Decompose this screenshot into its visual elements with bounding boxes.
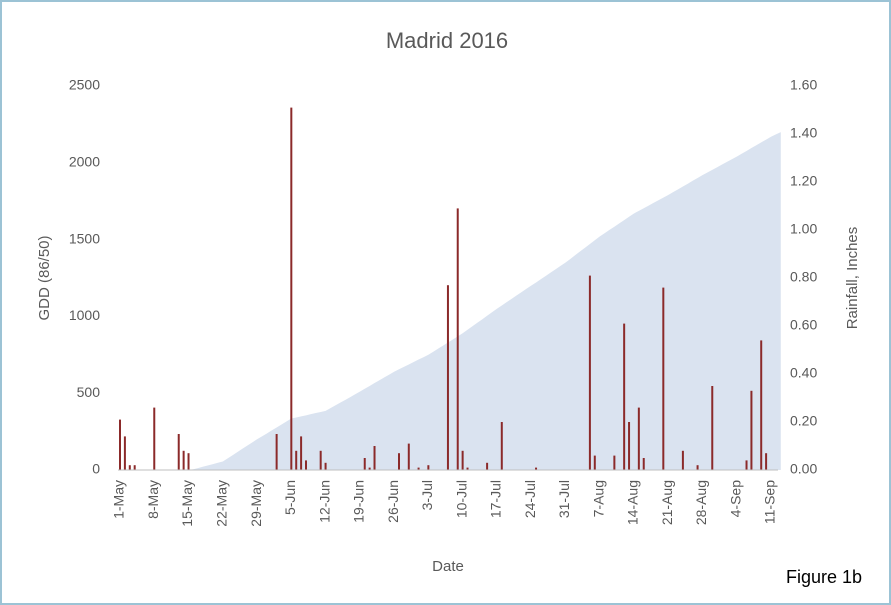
rainfall-bar <box>295 450 298 470</box>
rainfall-bar <box>613 455 616 470</box>
y-tick-label: 500 <box>77 384 101 400</box>
rainfall-bar <box>153 407 156 470</box>
x-tick-label: 12-Jun <box>316 480 332 523</box>
y2-tick-label: 1.00 <box>790 221 817 237</box>
rainfall-bar <box>177 434 180 470</box>
y-tick-label: 2500 <box>69 77 100 93</box>
x-tick-label: 19-Jun <box>351 480 367 523</box>
x-tick-label: 15-May <box>179 480 195 527</box>
rainfall-bar <box>446 285 449 470</box>
x-tick-label: 7-Aug <box>590 480 606 517</box>
x-tick-label: 10-Jul <box>453 480 469 518</box>
rainfall-bar <box>681 450 684 470</box>
plot-area <box>119 107 781 470</box>
x-tick-label: 8-May <box>145 480 161 519</box>
x-axis-label: Date <box>432 558 464 575</box>
x-tick-label: 29-May <box>248 480 264 527</box>
x-tick-label: 31-Jul <box>556 480 572 518</box>
rainfall-bar <box>623 323 626 470</box>
rainfall-bar <box>593 455 596 470</box>
rainfall-bar <box>637 407 640 470</box>
y2-tick-label: 0.20 <box>790 413 817 429</box>
y2-tick-label: 0.40 <box>790 365 817 381</box>
x-tick-label: 4-Sep <box>727 480 743 518</box>
rainfall-bar <box>486 462 489 470</box>
y2-tick-label: 0.60 <box>790 317 817 333</box>
rainfall-bar <box>461 450 464 470</box>
gdd-area <box>120 132 781 470</box>
rainfall-bar <box>305 460 307 470</box>
y-tick-label: 1000 <box>69 307 100 323</box>
rainfall-bar <box>696 465 699 470</box>
rainfall-bar <box>750 390 753 470</box>
rainfall-bar <box>535 467 538 470</box>
rainfall-bar <box>500 422 503 470</box>
y2-tick-label: 1.20 <box>790 173 817 189</box>
rainfall-bar <box>300 436 303 470</box>
rainfall-bar <box>324 462 327 470</box>
rainfall-bar <box>417 467 420 470</box>
annotation: Figure 1b <box>786 567 862 587</box>
rainfall-bar <box>662 287 665 470</box>
x-tick-label: 11-Sep <box>762 480 778 524</box>
rainfall-bar <box>373 446 376 470</box>
y2-tick-label: 0.00 <box>790 461 817 477</box>
y2-tick-label: 0.80 <box>790 269 817 285</box>
rainfall-bar <box>398 453 400 470</box>
rainfall-bar <box>765 453 768 470</box>
x-tick-label: 26-Jun <box>385 480 401 523</box>
rainfall-bar <box>407 443 410 470</box>
x-tick-label: 14-Aug <box>625 480 641 525</box>
rainfall-bar <box>133 465 136 470</box>
rainfall-bar <box>128 465 131 470</box>
rainfall-bar <box>760 340 763 470</box>
x-tick-label: 1-May <box>111 480 127 519</box>
y2-tick-label: 1.40 <box>790 125 817 141</box>
x-tick-label: 5-Jun <box>282 480 298 515</box>
rainfall-bar <box>745 460 748 470</box>
rainfall-bar <box>642 458 645 470</box>
y-tick-label: 0 <box>92 461 100 477</box>
x-tick-label: 17-Jul <box>488 480 504 518</box>
y-tick-label: 1500 <box>69 230 100 246</box>
x-tick-label: 21-Aug <box>659 480 675 525</box>
rainfall-bar <box>427 465 430 470</box>
rainfall-bar <box>187 453 190 470</box>
rainfall-bar <box>711 386 714 470</box>
y-axis-label: GDD (86/50) <box>36 235 53 320</box>
x-tick-label: 3-Jul <box>419 480 435 510</box>
rainfall-bar <box>275 434 278 470</box>
rainfall-bar <box>628 422 631 470</box>
rainfall-bar <box>319 450 322 470</box>
y2-axis-label: Rainfall, Inches <box>844 227 861 330</box>
chart-title: Madrid 2016 <box>386 28 508 53</box>
x-tick-label: 22-May <box>213 480 229 527</box>
x-tick-label: 24-Jul <box>522 480 538 518</box>
rainfall-bar <box>119 419 121 470</box>
y2-tick-label: 1.60 <box>790 77 817 93</box>
rainfall-bar <box>363 458 366 470</box>
y-tick-label: 2000 <box>69 154 100 170</box>
rainfall-bar <box>368 467 371 470</box>
rainfall-bar <box>182 450 185 470</box>
rainfall-bar <box>123 436 126 470</box>
rainfall-bar <box>290 107 293 470</box>
rainfall-bar <box>456 208 459 470</box>
x-tick-label: 28-Aug <box>693 480 709 525</box>
rainfall-bar <box>466 467 469 470</box>
rainfall-bar <box>588 275 591 470</box>
